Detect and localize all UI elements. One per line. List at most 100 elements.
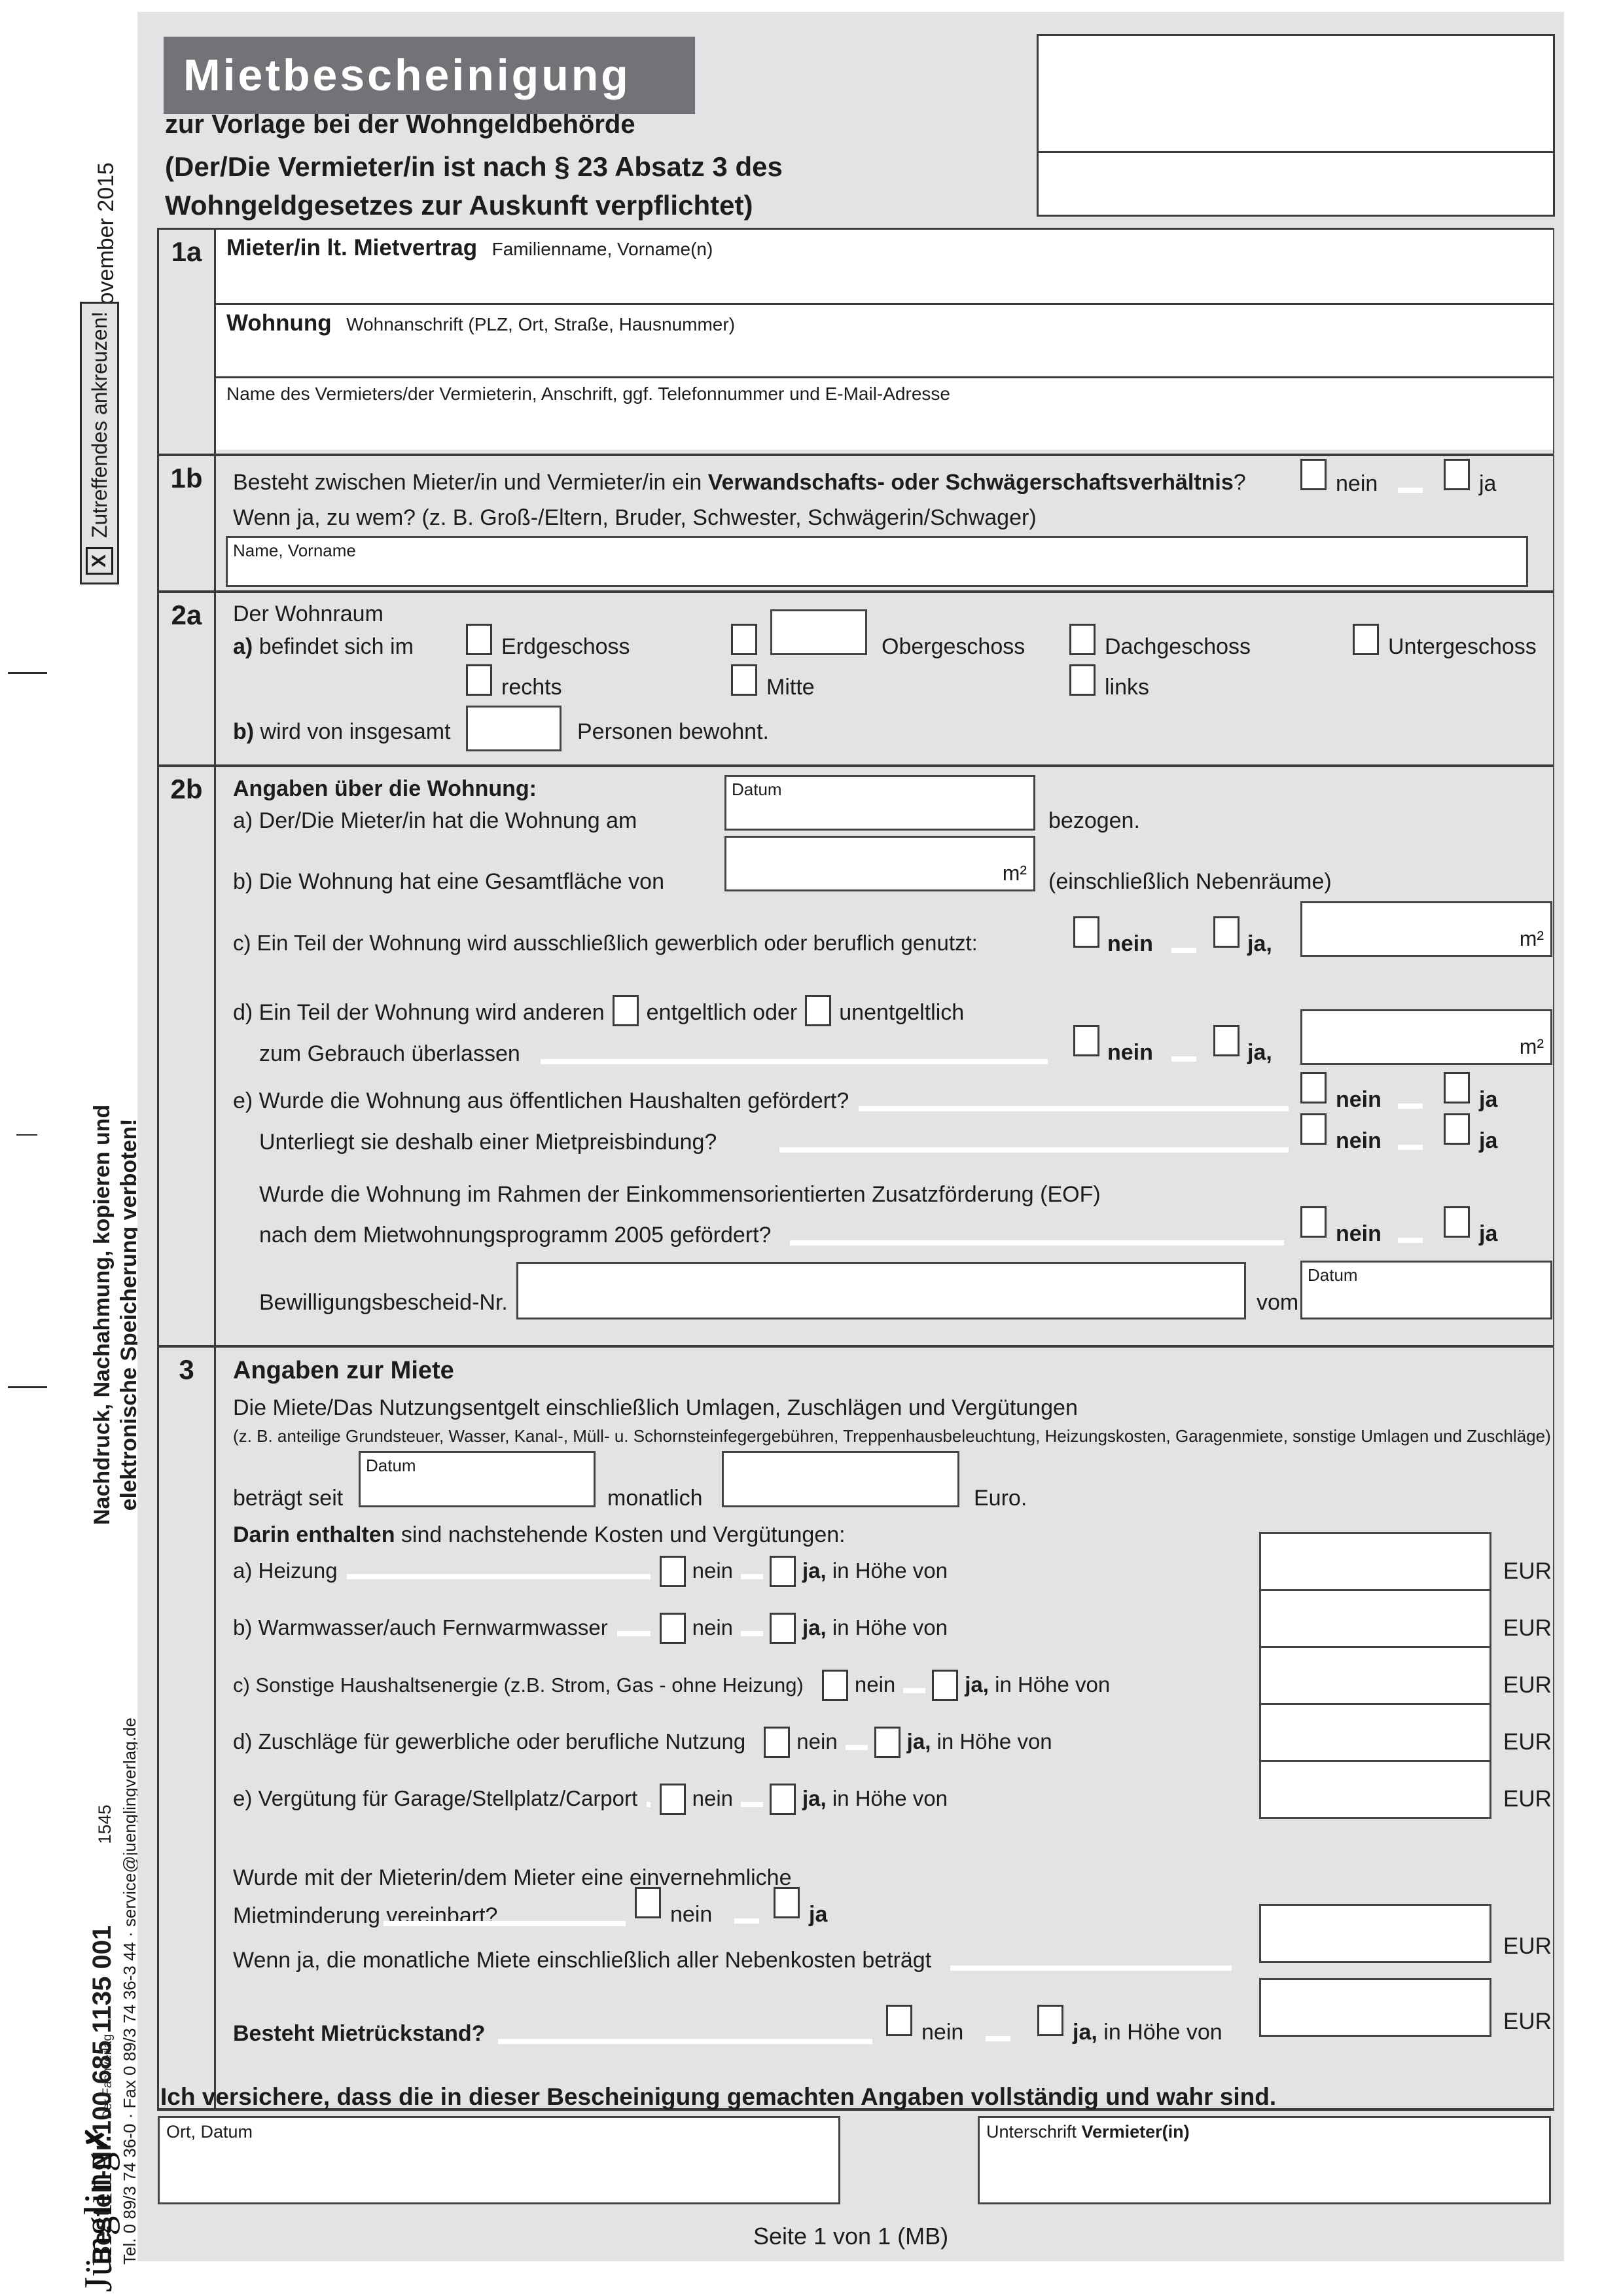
- tenant-name-field[interactable]: Mieter/in lt. Mietvertrag Familienname, …: [216, 230, 1553, 303]
- move-in-label: a) Der/Die Mieter/in hat die Wohnung am: [233, 808, 637, 833]
- yes-label: ja,: [906, 1729, 931, 1753]
- rent-control-yes-checkbox[interactable]: [1444, 1113, 1470, 1145]
- sublet-free-checkbox[interactable]: [805, 995, 832, 1026]
- cost-label: c) Sonstige Haushaltsenergie (z.B. Strom…: [233, 1674, 804, 1696]
- reference-box[interactable]: [1037, 151, 1555, 217]
- heizung-no-checkbox[interactable]: [659, 1556, 686, 1587]
- fold-mark: [8, 1386, 47, 1388]
- commercial-area-field[interactable]: m²: [1300, 901, 1552, 957]
- floor-number-field[interactable]: [770, 609, 867, 655]
- sqm-unit: m²: [1002, 861, 1027, 885]
- eur-label: EUR: [1503, 1558, 1552, 1584]
- blank-line: [1398, 1238, 1423, 1243]
- approval-number-field[interactable]: [516, 1262, 1246, 1319]
- position-label: Mitte: [766, 675, 815, 700]
- checked-checkbox-icon: X: [86, 547, 113, 575]
- cost-row-garage: e) Vergütung für Garage/Stellplatz/Carpo…: [233, 1762, 948, 1819]
- position-label: links: [1105, 675, 1150, 700]
- total-area-field[interactable]: m²: [724, 836, 1035, 891]
- arrears-yes-checkbox[interactable]: [1037, 2005, 1063, 2036]
- heizung-amount-field[interactable]: [1259, 1532, 1491, 1591]
- position-label: rechts: [501, 675, 562, 700]
- yes-label: ja,: [802, 1558, 827, 1583]
- floor-dachgeschoss-checkbox[interactable]: [1069, 624, 1096, 655]
- person-count-field[interactable]: [466, 706, 562, 751]
- no-label: nein: [796, 1729, 838, 1753]
- reduced-rent-amount-field[interactable]: [1259, 1904, 1491, 1963]
- arrears-amount-field[interactable]: [1259, 1978, 1491, 2037]
- zuschlaege-amount-field[interactable]: [1259, 1703, 1491, 1762]
- floor-label: Erdgeschoss: [501, 634, 630, 659]
- funding-no-checkbox[interactable]: [1300, 1072, 1327, 1103]
- fold-mark: [8, 672, 47, 674]
- dwelling-info-title: Angaben über die Wohnung:: [233, 776, 537, 801]
- haushaltsenergie-amount-field[interactable]: [1259, 1646, 1491, 1705]
- commercial-no-checkbox[interactable]: [1073, 916, 1099, 948]
- sublet-yes-checkbox[interactable]: [1213, 1025, 1240, 1056]
- floor-obergeschoss-checkbox[interactable]: [731, 624, 757, 655]
- no-label: nein: [692, 1558, 733, 1583]
- warmwasser-amount-field[interactable]: [1259, 1589, 1491, 1648]
- haushaltsenergie-no-checkbox[interactable]: [821, 1670, 848, 1701]
- dwelling-title: Der Wohnraum: [233, 601, 383, 626]
- blank-line: [903, 1688, 926, 1693]
- amount-column: EUR EUR EUR EUR EUR: [1259, 1532, 1552, 1819]
- haushaltsenergie-yes-checkbox[interactable]: [932, 1670, 959, 1701]
- landlord-name-field[interactable]: Name des Vermieters/der Vermieterin, Ans…: [216, 376, 1553, 450]
- amount-label: in Höhe von: [826, 1786, 948, 1810]
- amount-label: in Höhe von: [988, 1672, 1111, 1696]
- floor-untergeschoss-checkbox[interactable]: [1353, 624, 1379, 655]
- approval-date-field[interactable]: Datum: [1300, 1261, 1552, 1319]
- arrears-no-checkbox[interactable]: [886, 2005, 912, 2036]
- garage-no-checkbox[interactable]: [659, 1784, 686, 1815]
- warmwasser-no-checkbox[interactable]: [659, 1613, 686, 1644]
- garage-amount-field[interactable]: [1259, 1760, 1491, 1819]
- sublet-no-checkbox[interactable]: [1073, 1025, 1099, 1056]
- item-b-text: wird von insgesamt: [260, 719, 451, 744]
- assurance-statement: Ich versichere, dass die in dieser Besch…: [160, 2083, 1277, 2110]
- heizung-yes-checkbox[interactable]: [770, 1556, 796, 1587]
- relationship-name-field[interactable]: Name, Vorname: [226, 536, 1528, 587]
- move-in-date-field[interactable]: Datum: [724, 775, 1035, 831]
- amount-label: in Höhe von: [931, 1729, 1052, 1753]
- sublet-opt1: entgeltlich oder: [646, 1000, 798, 1025]
- warmwasser-yes-checkbox[interactable]: [770, 1613, 796, 1644]
- blank-line: [1171, 1056, 1196, 1062]
- dwelling-address-field[interactable]: Wohnung Wohnanschrift (PLZ, Ort, Straße,…: [216, 303, 1553, 376]
- place-date-field[interactable]: Ort, Datum: [158, 2116, 840, 2204]
- monthly-rent-field[interactable]: [722, 1451, 959, 1507]
- garage-yes-checkbox[interactable]: [770, 1784, 796, 1815]
- floor-erdgeschoss-checkbox[interactable]: [466, 624, 492, 655]
- eof-yes-checkbox[interactable]: [1444, 1206, 1470, 1238]
- sublet-paid-checkbox[interactable]: [612, 995, 639, 1026]
- section-1a: 1a Mieter/in lt. Mietvertrag Familiennam…: [159, 228, 1553, 454]
- zuschlaege-yes-checkbox[interactable]: [874, 1727, 901, 1758]
- field-hint: Datum: [732, 780, 782, 799]
- yes-label: ja,: [1247, 931, 1272, 956]
- authority-stamp-box[interactable]: [1037, 34, 1555, 153]
- sublet-area-field[interactable]: m²: [1300, 1009, 1552, 1065]
- signature-field[interactable]: Unterschrift Vermieter(in): [978, 2116, 1551, 2204]
- position-rechts-checkbox[interactable]: [466, 664, 492, 696]
- item-b-suffix: Personen bewohnt.: [577, 719, 769, 744]
- commercial-yes-checkbox[interactable]: [1213, 916, 1240, 948]
- sidebar-date-note: November 2015: [94, 162, 118, 321]
- reduction-no-checkbox[interactable]: [635, 1887, 661, 1918]
- relationship-yes-checkbox[interactable]: [1444, 459, 1470, 490]
- blank-line: [1398, 1145, 1423, 1150]
- blank-line: [647, 1802, 651, 1807]
- yes-label: ja: [1479, 1221, 1498, 1246]
- reduction-yes-checkbox[interactable]: [774, 1887, 800, 1918]
- sqm-unit: m²: [1519, 927, 1544, 950]
- cost-label: d) Zuschläge für gewerbliche oder berufl…: [233, 1729, 746, 1753]
- zuschlaege-no-checkbox[interactable]: [764, 1727, 791, 1758]
- yes-label: ja: [1479, 1087, 1498, 1112]
- no-label: nein: [1107, 931, 1153, 956]
- eof-no-checkbox[interactable]: [1300, 1206, 1327, 1238]
- relationship-no-checkbox[interactable]: [1300, 459, 1327, 490]
- position-mitte-checkbox[interactable]: [731, 664, 757, 696]
- rent-since-date-field[interactable]: Datum: [359, 1451, 596, 1507]
- funding-yes-checkbox[interactable]: [1444, 1072, 1470, 1103]
- rent-control-no-checkbox[interactable]: [1300, 1113, 1327, 1145]
- position-links-checkbox[interactable]: [1069, 664, 1096, 696]
